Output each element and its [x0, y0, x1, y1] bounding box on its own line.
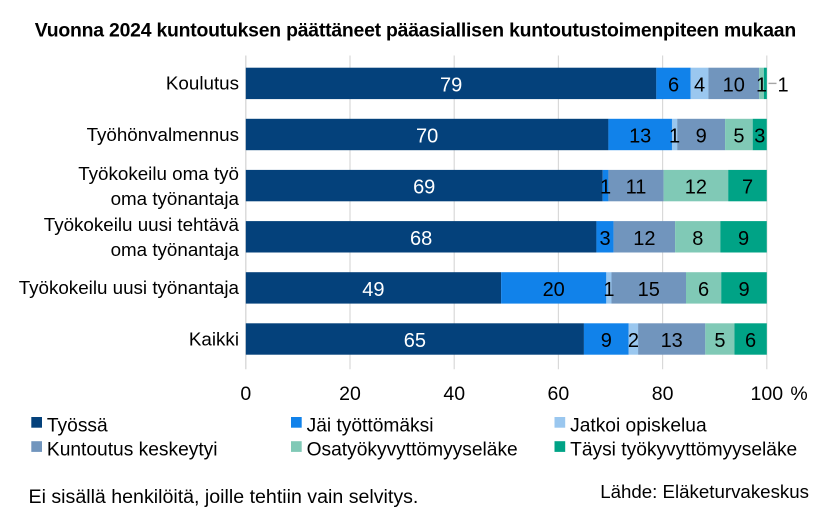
svg-text:Jäi työttömäksi: Jäi työttömäksi [307, 415, 434, 436]
svg-text:80: 80 [652, 383, 674, 405]
svg-text:Täysi työkyvyttömyyseläke: Täysi työkyvyttömyyseläke [570, 440, 797, 461]
svg-text:6: 6 [698, 279, 709, 301]
svg-text:Osatyökyvyttömyyseläke: Osatyökyvyttömyyseläke [307, 440, 518, 461]
svg-text:Lähde: Eläketurvakeskus: Lähde: Eläketurvakeskus [600, 481, 809, 502]
svg-text:Työkokeilu uusi tehtävä: Työkokeilu uusi tehtävä [44, 214, 240, 235]
svg-text:Työkokeilu oma työ: Työkokeilu oma työ [78, 163, 239, 184]
svg-text:2: 2 [628, 330, 639, 352]
svg-text:9: 9 [738, 279, 749, 301]
svg-text:10: 10 [723, 74, 745, 96]
svg-text:60: 60 [548, 383, 570, 405]
svg-text:oma työnantaja: oma työnantaja [111, 239, 240, 260]
svg-text:40: 40 [443, 383, 465, 405]
svg-text:9: 9 [738, 228, 749, 250]
svg-text:9: 9 [601, 330, 612, 352]
svg-text:6: 6 [668, 74, 679, 96]
svg-text:12: 12 [633, 228, 655, 250]
svg-text:49: 49 [362, 279, 384, 301]
svg-text:79: 79 [440, 74, 462, 96]
svg-text:12: 12 [685, 177, 707, 199]
svg-text:20: 20 [543, 279, 565, 301]
svg-text:Ei sisällä henkilöitä, joille: Ei sisällä henkilöitä, joille tehtiin va… [29, 486, 419, 508]
svg-text:3: 3 [599, 228, 610, 250]
svg-text:1: 1 [600, 177, 611, 199]
svg-text:Työhönvalmennus: Työhönvalmennus [87, 124, 239, 145]
svg-text:13: 13 [629, 126, 651, 148]
svg-text:6: 6 [745, 330, 756, 352]
svg-text:11: 11 [626, 177, 647, 199]
svg-text:13: 13 [661, 330, 683, 352]
svg-text:3: 3 [754, 126, 765, 148]
svg-text:Koulutus: Koulutus [166, 73, 239, 94]
svg-text:7: 7 [742, 177, 753, 199]
svg-text:15: 15 [638, 279, 660, 301]
svg-text:100: 100 [751, 383, 784, 405]
svg-text:20: 20 [339, 383, 361, 405]
svg-text:Työssä: Työssä [47, 415, 108, 436]
svg-text:1: 1 [756, 74, 767, 96]
svg-text:4: 4 [694, 74, 705, 96]
svg-text:0: 0 [240, 383, 251, 405]
svg-text:Kaikki: Kaikki [189, 328, 239, 349]
svg-text:8: 8 [692, 228, 703, 250]
svg-text:1: 1 [777, 74, 788, 96]
svg-text:%: % [790, 383, 807, 405]
svg-text:Kuntoutus keskeytyi: Kuntoutus keskeytyi [47, 440, 218, 461]
svg-text:65: 65 [404, 330, 426, 352]
svg-text:5: 5 [733, 126, 744, 148]
svg-text:Työkokeilu uusi työnantaja: Työkokeilu uusi työnantaja [19, 277, 240, 298]
svg-text:Jatkoi opiskelua: Jatkoi opiskelua [570, 415, 707, 436]
svg-text:9: 9 [696, 126, 707, 148]
svg-text:1: 1 [603, 279, 614, 301]
svg-text:70: 70 [416, 126, 438, 148]
svg-text:5: 5 [714, 330, 725, 352]
svg-text:oma työnantaja: oma työnantaja [111, 188, 240, 209]
svg-text:1: 1 [669, 126, 680, 148]
svg-text:68: 68 [410, 228, 432, 250]
svg-text:Vuonna 2024 kuntoutuksen päätt: Vuonna 2024 kuntoutuksen päättäneet pääa… [35, 20, 796, 42]
svg-text:69: 69 [413, 177, 435, 199]
